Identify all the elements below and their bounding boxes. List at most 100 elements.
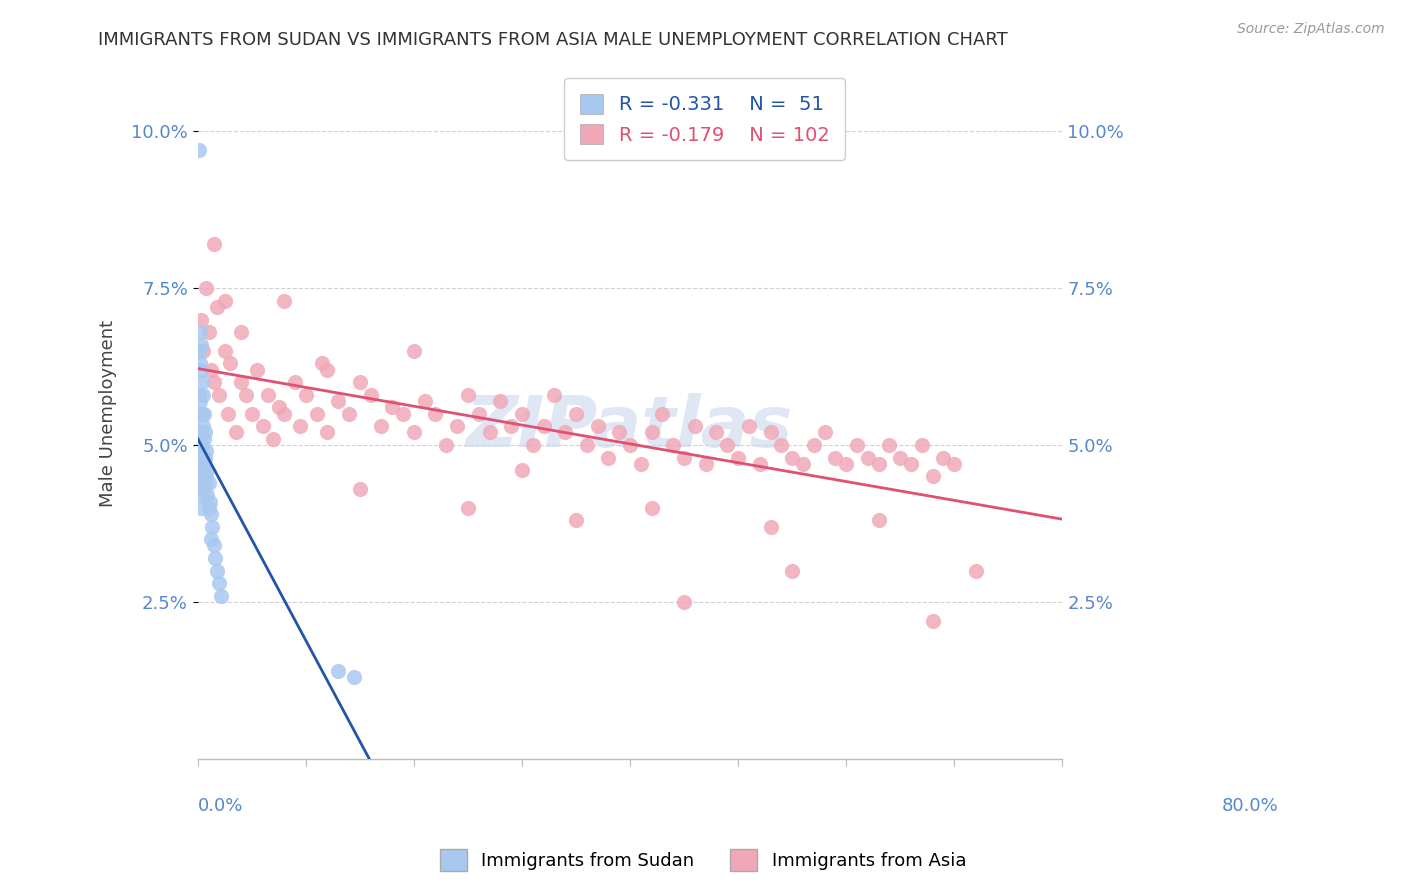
Point [193,432,215,446]
Point [214,293,236,308]
Point [229,325,252,339]
Point [194,425,217,440]
Point [194,475,217,490]
Point [921,614,943,628]
Point [187,425,209,440]
Point [943,457,966,471]
Point [193,407,215,421]
Point [208,576,231,591]
Point [188,356,211,370]
Point [489,394,512,409]
Point [197,463,219,477]
Point [240,407,263,421]
Point [413,394,436,409]
Point [190,500,212,515]
Point [803,438,825,452]
Point [328,394,350,409]
Point [195,469,218,483]
Point [190,438,212,452]
Point [554,425,576,440]
Point [501,419,523,434]
Legend: R = -0.331    N =  51, R = -0.179    N = 102: R = -0.331 N = 51, R = -0.179 N = 102 [564,78,845,161]
Point [337,407,360,421]
Point [225,425,247,440]
Point [716,438,738,452]
Point [208,388,231,402]
Y-axis label: Male Unemployment: Male Unemployment [100,320,117,508]
Point [219,356,242,370]
Point [328,664,350,678]
Point [683,419,706,434]
Point [921,469,943,483]
Point [695,457,717,471]
Point [349,482,371,496]
Point [727,450,749,465]
Point [217,407,239,421]
Point [457,388,479,402]
Point [252,419,274,434]
Point [257,388,280,402]
Point [575,438,598,452]
Point [510,463,533,477]
Point [965,564,987,578]
Point [214,343,236,358]
Point [932,450,955,465]
Point [200,532,222,546]
Point [316,362,339,376]
Point [305,407,328,421]
Point [402,425,425,440]
Point [738,419,761,434]
Point [202,237,225,252]
Point [360,388,382,402]
Point [425,407,447,421]
Point [202,538,225,552]
Point [522,438,544,452]
Legend: Immigrants from Sudan, Immigrants from Asia: Immigrants from Sudan, Immigrants from A… [433,842,973,879]
Point [190,362,212,376]
Text: Source: ZipAtlas.com: Source: ZipAtlas.com [1237,22,1385,37]
Point [846,438,869,452]
Point [273,407,295,421]
Point [770,438,793,452]
Point [273,293,295,308]
Point [673,595,696,609]
Point [780,564,803,578]
Point [290,419,312,434]
Point [201,519,224,533]
Point [200,507,222,521]
Point [187,343,209,358]
Point [835,457,858,471]
Point [640,500,662,515]
Point [202,376,225,390]
Point [586,419,609,434]
Point [193,457,215,471]
Point [191,438,214,452]
Point [565,407,588,421]
Point [191,475,214,490]
Point [607,425,630,440]
Point [900,457,922,471]
Point [200,362,222,376]
Text: IMMIGRANTS FROM SUDAN VS IMMIGRANTS FROM ASIA MALE UNEMPLOYMENT CORRELATION CHAR: IMMIGRANTS FROM SUDAN VS IMMIGRANTS FROM… [98,31,1008,49]
Point [188,450,211,465]
Point [267,401,290,415]
Point [197,475,219,490]
Point [188,394,211,409]
Point [457,500,479,515]
Point [194,450,217,465]
Point [190,407,212,421]
Point [191,388,214,402]
Point [651,407,673,421]
Point [370,419,392,434]
Point [759,425,782,440]
Point [565,513,588,527]
Point [381,401,404,415]
Text: 80.0%: 80.0% [1222,797,1278,814]
Point [190,312,212,326]
Point [640,425,662,440]
Point [868,513,890,527]
Point [193,482,215,496]
Point [434,438,457,452]
Point [467,407,489,421]
Point [187,388,209,402]
